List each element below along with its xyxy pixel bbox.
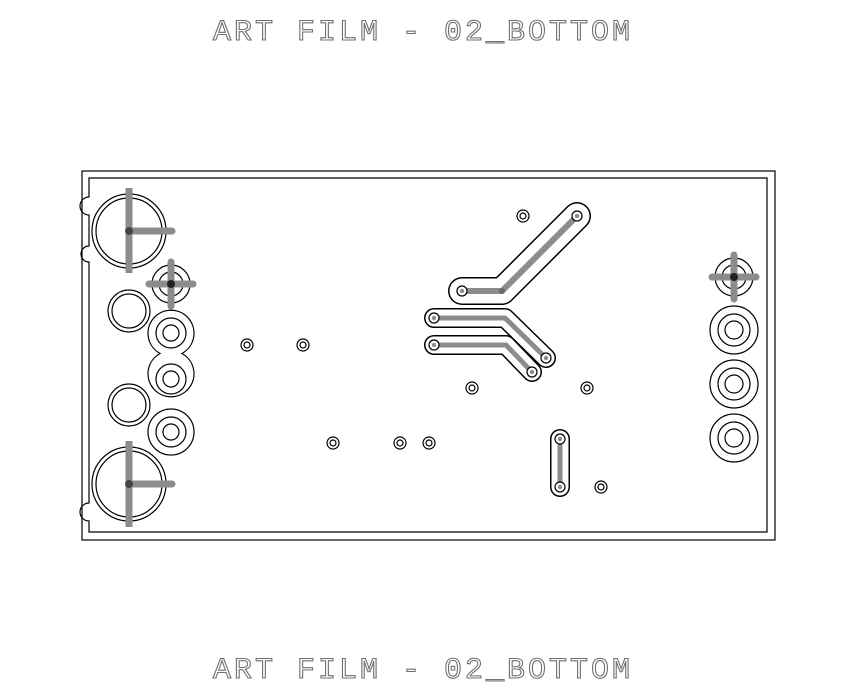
pad [147, 408, 195, 456]
film-title-top: ART FILM - 02_BOTTOM [212, 15, 634, 50]
mounting-pad-top-left [91, 188, 176, 273]
pad [709, 413, 759, 463]
trace-group [424, 202, 591, 497]
pad [155, 363, 187, 395]
pad [499, 288, 505, 294]
trace-middle-copper [431, 315, 549, 361]
pad [465, 381, 479, 395]
pad [709, 305, 759, 355]
trace-pads [428, 210, 583, 493]
hole [107, 289, 151, 333]
pad [594, 480, 608, 494]
board-outer-outline [81, 170, 776, 541]
mounting-pad-bottom-left [91, 441, 176, 527]
board-inner-outline [79, 177, 768, 533]
pad [422, 436, 436, 450]
thermal-pad-right [708, 251, 760, 303]
pad [326, 436, 340, 450]
pad [240, 338, 254, 352]
connector-pads-right [709, 305, 759, 463]
trace-lower-copper [431, 342, 535, 375]
pad [393, 436, 407, 450]
pad [155, 317, 187, 349]
film-title-bottom: ART FILM - 02_BOTTOM [212, 653, 634, 688]
pad [516, 209, 530, 223]
thermal-pad-left [145, 258, 197, 310]
plain-holes [107, 289, 151, 427]
hole [107, 383, 151, 427]
connector-pads-left [147, 309, 195, 456]
pad [580, 381, 594, 395]
small-pads [240, 209, 608, 494]
pad [296, 338, 310, 352]
pad [709, 359, 759, 409]
